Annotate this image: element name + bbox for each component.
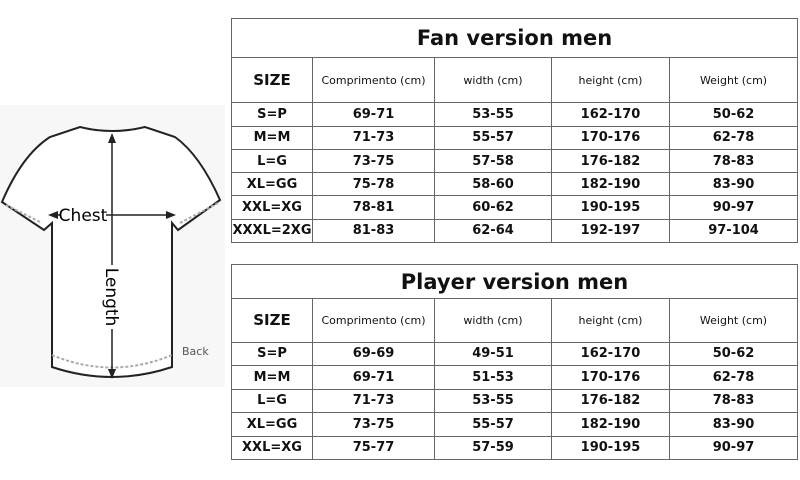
cell-height: 162-170 (551, 341, 670, 367)
cell-height: 192-197 (551, 218, 670, 244)
cell-weight: 78-83 (668, 388, 799, 414)
cell-weight: 90-97 (668, 435, 799, 461)
cell-height: 190-195 (551, 195, 670, 220)
cell-length: 69-71 (312, 102, 435, 127)
cell-weight: 62-78 (668, 365, 799, 390)
table-row: L=G 71-73 53-55 176-182 78-83 (231, 388, 799, 414)
table-row: S=P 69-71 53-55 162-170 50-62 (231, 102, 799, 127)
cell-size: XXXL=2XG (231, 218, 313, 244)
tshirt-measurement-diagram: Chest Length Back (0, 105, 225, 387)
table-row: XXL=XG 78-81 60-62 190-195 90-97 (231, 195, 799, 220)
cell-length: 69-71 (312, 365, 435, 390)
column-header-height: height (cm) (551, 56, 670, 104)
table-row: XL=GG 75-78 58-60 182-190 83-90 (231, 172, 799, 197)
cell-width: 49-51 (434, 341, 552, 367)
table-title: Player version men (230, 264, 799, 299)
cell-width: 57-59 (434, 435, 552, 461)
cell-height: 176-182 (551, 148, 670, 174)
fan-version-size-table: Fan version men SIZE Comprimento (cm) widt… (230, 18, 799, 244)
cell-size: M=M (231, 365, 313, 390)
cell-width: 55-57 (434, 412, 552, 437)
cell-size: S=P (231, 341, 313, 367)
cell-height: 176-182 (551, 388, 670, 414)
cell-weight: 78-83 (668, 148, 799, 174)
table-title: Fan version men (230, 18, 799, 58)
cell-weight: 90-97 (668, 195, 799, 220)
table-row: S=P 69-69 49-51 162-170 50-62 (231, 341, 799, 367)
column-header-height: height (cm) (551, 298, 670, 343)
cell-weight: 50-62 (668, 341, 799, 367)
cell-size: XL=GG (231, 172, 313, 197)
cell-size: XXL=XG (231, 435, 313, 461)
table-row: XL=GG 73-75 55-57 182-190 83-90 (231, 412, 799, 437)
cell-length: 75-78 (312, 172, 435, 197)
cell-width: 57-58 (434, 148, 552, 174)
cell-weight: 97-104 (668, 218, 799, 244)
cell-size: XL=GG (231, 412, 313, 437)
cell-length: 69-69 (312, 341, 435, 367)
cell-width: 53-55 (434, 102, 552, 127)
player-version-size-table: Player version men SIZE Comprimento (cm) w… (230, 264, 799, 461)
back-label: Back (182, 345, 209, 358)
column-header-weight: Weight (cm) (668, 298, 799, 343)
cell-size: S=P (231, 102, 313, 127)
cell-width: 55-57 (434, 125, 552, 150)
cell-size: L=G (231, 148, 313, 174)
tshirt-back-icon: Chest Length Back (0, 125, 222, 379)
table-row: M=M 71-73 55-57 170-176 62-78 (231, 125, 799, 150)
cell-width: 58-60 (434, 172, 552, 197)
cell-height: 170-176 (551, 125, 670, 150)
column-header-length: Comprimento (cm) (312, 298, 435, 343)
header-row: SIZE Comprimento (cm) width (cm) height (cm… (231, 298, 799, 343)
cell-length: 75-77 (312, 435, 435, 461)
cell-length: 71-73 (312, 125, 435, 150)
cell-width: 53-55 (434, 388, 552, 414)
cell-length: 71-73 (312, 388, 435, 414)
cell-length: 78-81 (312, 195, 435, 220)
column-header-width: width (cm) (434, 56, 552, 104)
cell-length: 73-75 (312, 148, 435, 174)
cell-size: L=G (231, 388, 313, 414)
column-header-size: SIZE (231, 298, 313, 343)
cell-width: 51-53 (434, 365, 552, 390)
column-header-size: SIZE (231, 56, 313, 104)
cell-length: 81-83 (312, 218, 435, 244)
cell-height: 162-170 (551, 102, 670, 127)
column-header-width: width (cm) (434, 298, 552, 343)
cell-weight: 50-62 (668, 102, 799, 127)
table-row: XXXL=2XG 81-83 62-64 192-197 97-104 (231, 218, 799, 244)
cell-weight: 83-90 (668, 172, 799, 197)
cell-weight: 83-90 (668, 412, 799, 437)
table-row: XXL=XG 75-77 57-59 190-195 90-97 (231, 435, 799, 461)
cell-height: 182-190 (551, 172, 670, 197)
cell-width: 60-62 (434, 195, 552, 220)
cell-size: XXL=XG (231, 195, 313, 220)
cell-size: M=M (231, 125, 313, 150)
length-label: Length (101, 268, 121, 327)
cell-height: 182-190 (551, 412, 670, 437)
column-header-weight: Weight (cm) (668, 56, 799, 104)
cell-height: 190-195 (551, 435, 670, 461)
chest-label: Chest (59, 206, 108, 226)
column-header-length: Comprimento (cm) (312, 56, 435, 104)
table-row: L=G 73-75 57-58 176-182 78-83 (231, 148, 799, 174)
cell-width: 62-64 (434, 218, 552, 244)
table-row: M=M 69-71 51-53 170-176 62-78 (231, 365, 799, 390)
cell-height: 170-176 (551, 365, 670, 390)
cell-weight: 62-78 (668, 125, 799, 150)
header-row: SIZE Comprimento (cm) width (cm) height (cm… (231, 56, 799, 104)
cell-length: 73-75 (312, 412, 435, 437)
